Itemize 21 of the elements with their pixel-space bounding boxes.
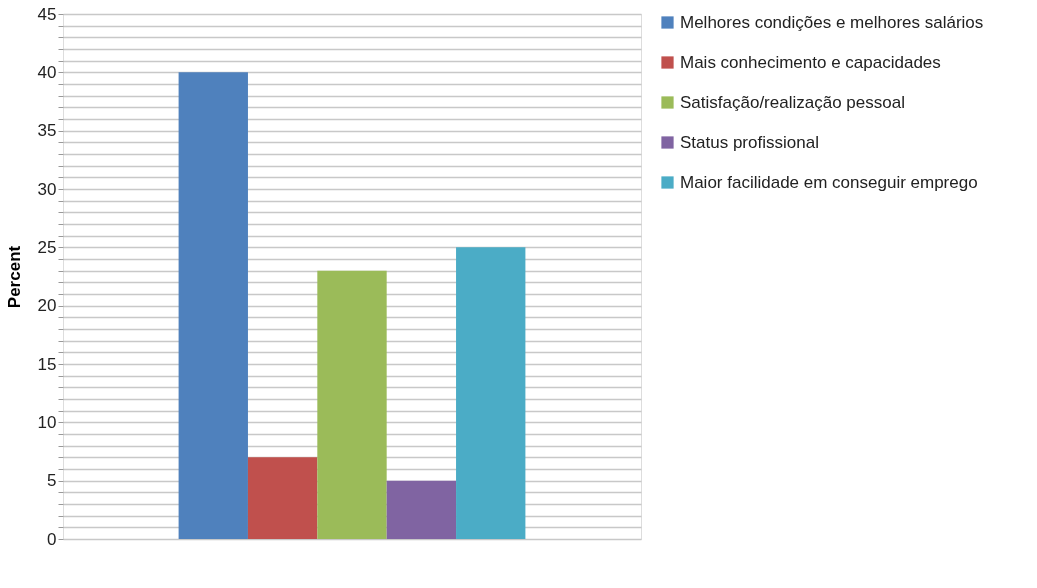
bar (386, 480, 457, 539)
y-tick-label: 40 (37, 62, 57, 82)
y-tick-label: 35 (37, 121, 57, 141)
bar (317, 270, 387, 539)
legend-label: Melhores condições e melhores salários (680, 12, 984, 32)
legend-label: Satisfação/realização pessoal (680, 92, 905, 112)
bar (247, 457, 318, 539)
y-tick-label: 5 (47, 471, 57, 491)
y-tick-label: 0 (47, 529, 57, 549)
bar (456, 247, 526, 539)
y-tick-label: 10 (37, 412, 57, 432)
y-tick-label: 45 (37, 4, 57, 24)
legend-label: Mais conhecimento e capacidades (680, 52, 941, 72)
legend-label: Status profissional (680, 132, 819, 152)
y-axis-title: Percent (4, 245, 24, 309)
y-tick-label: 15 (37, 354, 57, 374)
y-tick-label: 20 (37, 296, 57, 316)
legend-label: Maior facilidade em conseguir emprego (680, 172, 978, 192)
bar (178, 72, 248, 539)
y-tick-label: 30 (37, 179, 57, 199)
y-tick-label: 25 (37, 237, 57, 257)
